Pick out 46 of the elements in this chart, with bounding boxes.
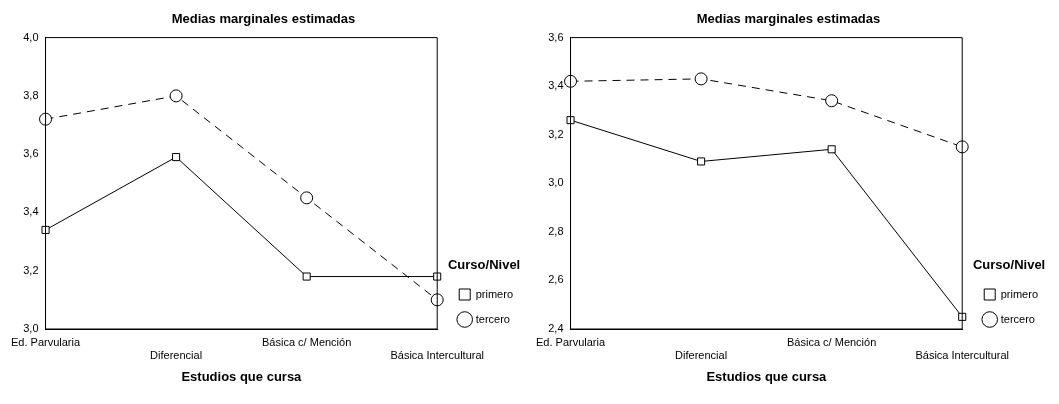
y-tick-label: 4,0 bbox=[23, 30, 39, 43]
y-tick-label: 3,0 bbox=[23, 322, 39, 335]
y-tick-label: 2,6 bbox=[548, 273, 564, 286]
legend-label: tercero bbox=[1000, 312, 1035, 325]
x-tick-label: Diferencial bbox=[150, 348, 203, 361]
point bbox=[564, 74, 578, 88]
point bbox=[433, 272, 442, 281]
point bbox=[172, 153, 181, 162]
point bbox=[39, 112, 53, 126]
y-tick-label: 2,4 bbox=[548, 322, 564, 335]
legend-title: Curso/Nivel bbox=[447, 257, 521, 273]
y-tick-label: 3,4 bbox=[548, 79, 564, 92]
y-tick-label: 3,6 bbox=[548, 30, 564, 43]
y-tick-label: 3,6 bbox=[23, 147, 39, 160]
point bbox=[169, 89, 183, 103]
legend-label: primero bbox=[475, 287, 514, 300]
point bbox=[825, 94, 839, 108]
point bbox=[300, 191, 314, 205]
y-tick-label: 3,2 bbox=[23, 263, 39, 276]
x-tick-label: Diferencial bbox=[675, 348, 728, 361]
x-tick-label: Básica Intercultural bbox=[390, 348, 484, 361]
x-tick-label: Básica c/ Mención bbox=[262, 335, 352, 348]
y-tick-label: 2,8 bbox=[548, 224, 564, 237]
x-tick-label: Ed. Parvularia bbox=[11, 335, 81, 348]
y-tick-label: 3,4 bbox=[23, 205, 39, 218]
legend-label: primero bbox=[1000, 287, 1039, 300]
y-tick-label: 3,2 bbox=[548, 127, 564, 140]
point bbox=[697, 157, 706, 166]
y-tick-label: 3,0 bbox=[548, 176, 564, 189]
point bbox=[302, 272, 311, 281]
x-axis-title: Estudios que cursa bbox=[181, 368, 303, 384]
chart-title: Medias marginales estimadas bbox=[171, 11, 356, 27]
x-tick-label: Ed. Parvularia bbox=[536, 335, 606, 348]
legend-title: Curso/Nivel bbox=[972, 257, 1046, 273]
point bbox=[827, 145, 836, 154]
y-tick-label: 3,8 bbox=[23, 88, 39, 101]
chart-title: Medias marginales estimadas bbox=[696, 11, 881, 27]
point bbox=[430, 293, 444, 307]
point bbox=[41, 225, 50, 234]
point bbox=[566, 116, 575, 125]
point bbox=[694, 72, 708, 86]
x-tick-label: Básica c/ Mención bbox=[787, 335, 877, 348]
legend-label: tercero bbox=[475, 312, 510, 325]
x-tick-label: Básica Intercultural bbox=[915, 348, 1009, 361]
point bbox=[955, 140, 969, 154]
x-axis-title: Estudios que cursa bbox=[706, 368, 828, 384]
